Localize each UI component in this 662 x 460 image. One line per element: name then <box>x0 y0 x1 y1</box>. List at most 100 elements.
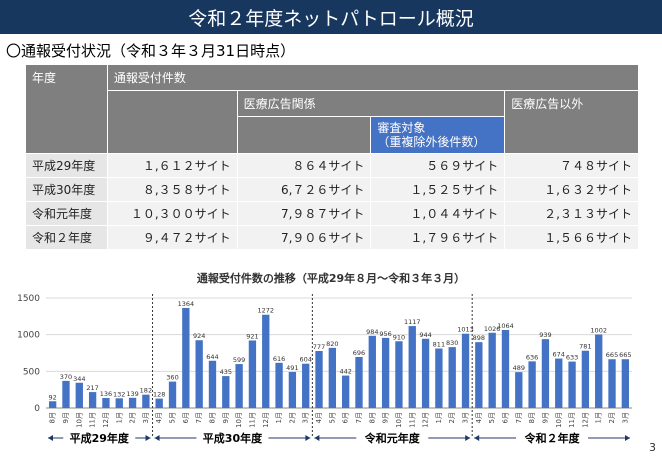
y-tick-label: 0 <box>34 404 40 414</box>
data-label: 939 <box>539 331 551 339</box>
cell-year: 令和２年度 <box>25 225 108 250</box>
y-tick-label: 500 <box>23 367 40 377</box>
bar <box>128 397 137 408</box>
data-label: 910 <box>393 333 405 341</box>
data-label: 830 <box>446 339 458 347</box>
data-label: 1117 <box>404 318 421 326</box>
table-header-row: 医療広告関係 医療広告以外 <box>26 90 639 154</box>
x-tick-label: 8月 <box>208 412 216 423</box>
cell-total: １,６１２サイト <box>106 153 238 178</box>
group-label: 令和２年度 <box>524 431 581 445</box>
cell-total: ８,３５８サイト <box>106 177 238 202</box>
data-label: 636 <box>526 353 538 361</box>
bar <box>62 380 70 408</box>
x-tick-label: 9月 <box>541 412 549 423</box>
data-label: 370 <box>60 373 72 381</box>
x-tick-label: 8月 <box>368 412 376 423</box>
group-arrow-left <box>314 435 320 441</box>
cell-target: １,７９６サイト <box>370 225 506 250</box>
x-tick-label: 4月 <box>155 412 163 423</box>
data-label: 898 <box>473 334 485 342</box>
header-medical: 医療広告関係 <box>236 90 506 117</box>
x-tick-label: 1月 <box>435 412 443 423</box>
chart-title: 通報受付件数の推移（平成29年８月～令和３年３月） <box>196 272 466 285</box>
bar <box>248 340 257 408</box>
x-tick-label: 12月 <box>262 412 270 428</box>
cell-target: １,５２５サイト <box>370 177 506 202</box>
group-label: 平成30年度 <box>203 431 263 445</box>
y-tick-label: 1500 <box>17 294 40 304</box>
bar <box>168 381 177 408</box>
data-label: 136 <box>100 390 112 398</box>
data-label: 217 <box>86 384 98 392</box>
x-tick-label: 5月 <box>328 412 336 423</box>
x-tick-label: 3月 <box>302 412 310 423</box>
page-number: 3 <box>649 441 656 454</box>
cell-total: １０,３００サイト <box>106 201 238 226</box>
cell-medical: ８６４サイト <box>236 153 372 178</box>
cell-medical: 7,９０６サイト <box>236 225 372 250</box>
table-body: 平成29年度 １,６１２サイト ８６４サイト ５６９サイト ７４８サイト 平成30年度 ８,… <box>25 153 639 250</box>
slide-title: 令和２年度ネットパトロール概況 <box>188 7 474 30</box>
bar <box>528 361 536 408</box>
bar <box>541 339 550 408</box>
x-tick-label: 6月 <box>182 412 190 423</box>
group-label-bg <box>356 431 429 445</box>
cell-non-medical: １,５６６サイト <box>504 225 639 250</box>
x-tick-label: 10月 <box>555 412 563 428</box>
x-tick-label: 7月 <box>515 412 523 423</box>
bar <box>155 398 163 408</box>
cell-non-medical: ７４８サイト <box>504 153 639 178</box>
table-row: 平成30年度 ８,３５８サイト 6,７２６サイト １,５２５サイト １,６３２サイト <box>25 177 639 202</box>
data-label: 491 <box>286 364 298 372</box>
bar <box>381 337 390 408</box>
x-tick-label: 4月 <box>315 412 323 423</box>
data-label: 811 <box>433 341 445 349</box>
header-non-medical: 医療広告以外 <box>504 90 639 154</box>
bar <box>555 358 563 408</box>
data-label: 921 <box>246 332 258 340</box>
bar <box>461 333 470 408</box>
data-label: 696 <box>353 349 365 357</box>
bar <box>88 392 97 408</box>
data-label: 92 <box>49 393 57 401</box>
x-tick-label: 10月 <box>235 412 243 428</box>
cell-target: １,０４４サイト <box>370 201 506 226</box>
bar <box>408 326 416 408</box>
data-label: 599 <box>233 356 245 364</box>
x-tick-label: 7月 <box>355 412 363 423</box>
table-row: 令和元年度 １０,３００サイト 7,９８７サイト １,０４４サイト ２,３１３サイト <box>25 201 639 226</box>
x-tick-label: 1月 <box>115 412 123 423</box>
x-tick-label: 8月 <box>49 412 57 423</box>
data-label: 139 <box>126 390 138 398</box>
bar <box>195 340 203 408</box>
bar <box>595 334 603 408</box>
bar <box>315 351 323 408</box>
bar <box>208 360 217 408</box>
cell-year: 平成29年度 <box>25 153 108 178</box>
bar <box>302 363 310 408</box>
group-arrow-right <box>305 435 311 441</box>
x-tick-label: 7月 <box>195 412 203 423</box>
x-tick-label: 2月 <box>448 412 456 423</box>
x-tick-label: 9月 <box>382 412 390 423</box>
data-label: 128 <box>153 391 165 399</box>
section-subtitle: 〇通報受付状況（令和３年３月31日時点） <box>6 42 296 60</box>
group-label-bg <box>196 431 269 445</box>
data-label: 944 <box>419 331 431 339</box>
bar <box>621 359 630 408</box>
header-total-blank <box>106 90 238 154</box>
x-tick-label: 2月 <box>608 412 616 423</box>
bar <box>515 372 523 408</box>
x-tick-label: 2月 <box>129 412 137 423</box>
data-label: 777 <box>313 343 325 351</box>
x-tick-label: 5月 <box>488 412 496 423</box>
bar <box>262 314 270 408</box>
x-tick-label: 9月 <box>222 412 230 423</box>
data-label: 360 <box>166 374 178 382</box>
data-label: 924 <box>193 332 205 340</box>
cell-medical: 7,９８７サイト <box>236 201 372 226</box>
group-arrow-right <box>465 435 471 441</box>
bar <box>475 342 483 408</box>
cell-total: ９,４７２サイト <box>106 225 238 250</box>
